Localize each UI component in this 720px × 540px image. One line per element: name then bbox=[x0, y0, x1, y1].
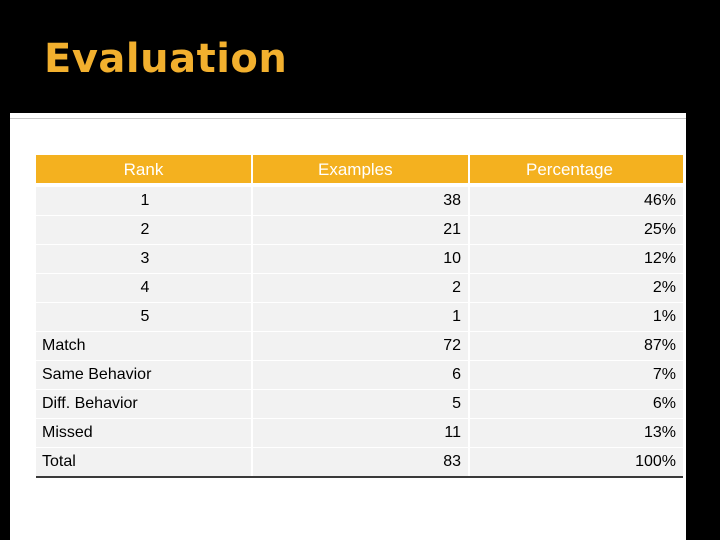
percentage-cell: 13% bbox=[643, 424, 676, 441]
table-row bbox=[36, 332, 683, 360]
rank-cell: 5 bbox=[140, 308, 150, 325]
examples-cell: 11 bbox=[444, 424, 461, 441]
rank-cell bbox=[130, 419, 160, 447]
row-label: Match bbox=[42, 337, 86, 354]
table-row bbox=[36, 390, 683, 418]
examples-cell: 2 bbox=[452, 279, 461, 296]
table-row bbox=[36, 274, 683, 302]
examples-cell: 21 bbox=[443, 221, 461, 238]
percentage-cell: 2% bbox=[652, 279, 676, 296]
percentage-cell: 7% bbox=[652, 366, 676, 383]
header-percentage: Percentage bbox=[470, 155, 683, 183]
examples-cell: 72 bbox=[443, 337, 461, 354]
examples-cell: 10 bbox=[443, 250, 461, 267]
percentage-cell: 12% bbox=[643, 250, 676, 267]
table-row bbox=[36, 419, 683, 447]
table-row bbox=[36, 448, 683, 476]
header-percentage-label: Percentage bbox=[526, 160, 613, 179]
rank-cell bbox=[130, 448, 160, 476]
examples-cell: 38 bbox=[443, 192, 461, 209]
percentage-cell: 87% bbox=[643, 337, 676, 354]
header-examples: Examples bbox=[253, 155, 468, 183]
examples-cell: 83 bbox=[443, 453, 461, 470]
rank-cell bbox=[130, 390, 160, 418]
table-row bbox=[36, 245, 683, 273]
row-label: Diff. Behavior bbox=[42, 395, 138, 412]
header-rank: Rank bbox=[36, 155, 251, 183]
percentage-cell: 1% bbox=[652, 308, 676, 325]
row-label: Same Behavior bbox=[42, 366, 152, 383]
percentage-cell: 100% bbox=[635, 453, 676, 470]
slide-body: Rank Examples Percentage 1 38 46% 2 21 2… bbox=[10, 113, 686, 540]
table-row bbox=[36, 216, 683, 244]
row-label: Missed bbox=[42, 424, 93, 441]
title-bar: Evaluation bbox=[0, 0, 720, 112]
percentage-cell: 25% bbox=[643, 221, 676, 238]
percentage-cell: 6% bbox=[652, 395, 676, 412]
examples-cell: 6 bbox=[452, 366, 461, 383]
table-row bbox=[36, 303, 683, 331]
table-bottom-border bbox=[36, 476, 683, 478]
rank-cell: 4 bbox=[140, 279, 150, 296]
slide-title: Evaluation bbox=[44, 36, 288, 82]
table-row bbox=[36, 361, 683, 389]
examples-cell: 1 bbox=[452, 308, 461, 325]
rank-cell bbox=[130, 332, 160, 360]
table-row bbox=[36, 187, 683, 215]
rank-cell: 1 bbox=[140, 192, 150, 209]
rank-cell: 3 bbox=[140, 250, 150, 267]
rank-cell: 2 bbox=[140, 221, 150, 238]
percentage-cell: 46% bbox=[643, 192, 676, 209]
divider bbox=[10, 118, 686, 119]
rank-cell bbox=[130, 361, 160, 389]
examples-cell: 5 bbox=[452, 395, 461, 412]
header-examples-label: Examples bbox=[318, 160, 393, 179]
row-label: Total bbox=[42, 453, 76, 470]
